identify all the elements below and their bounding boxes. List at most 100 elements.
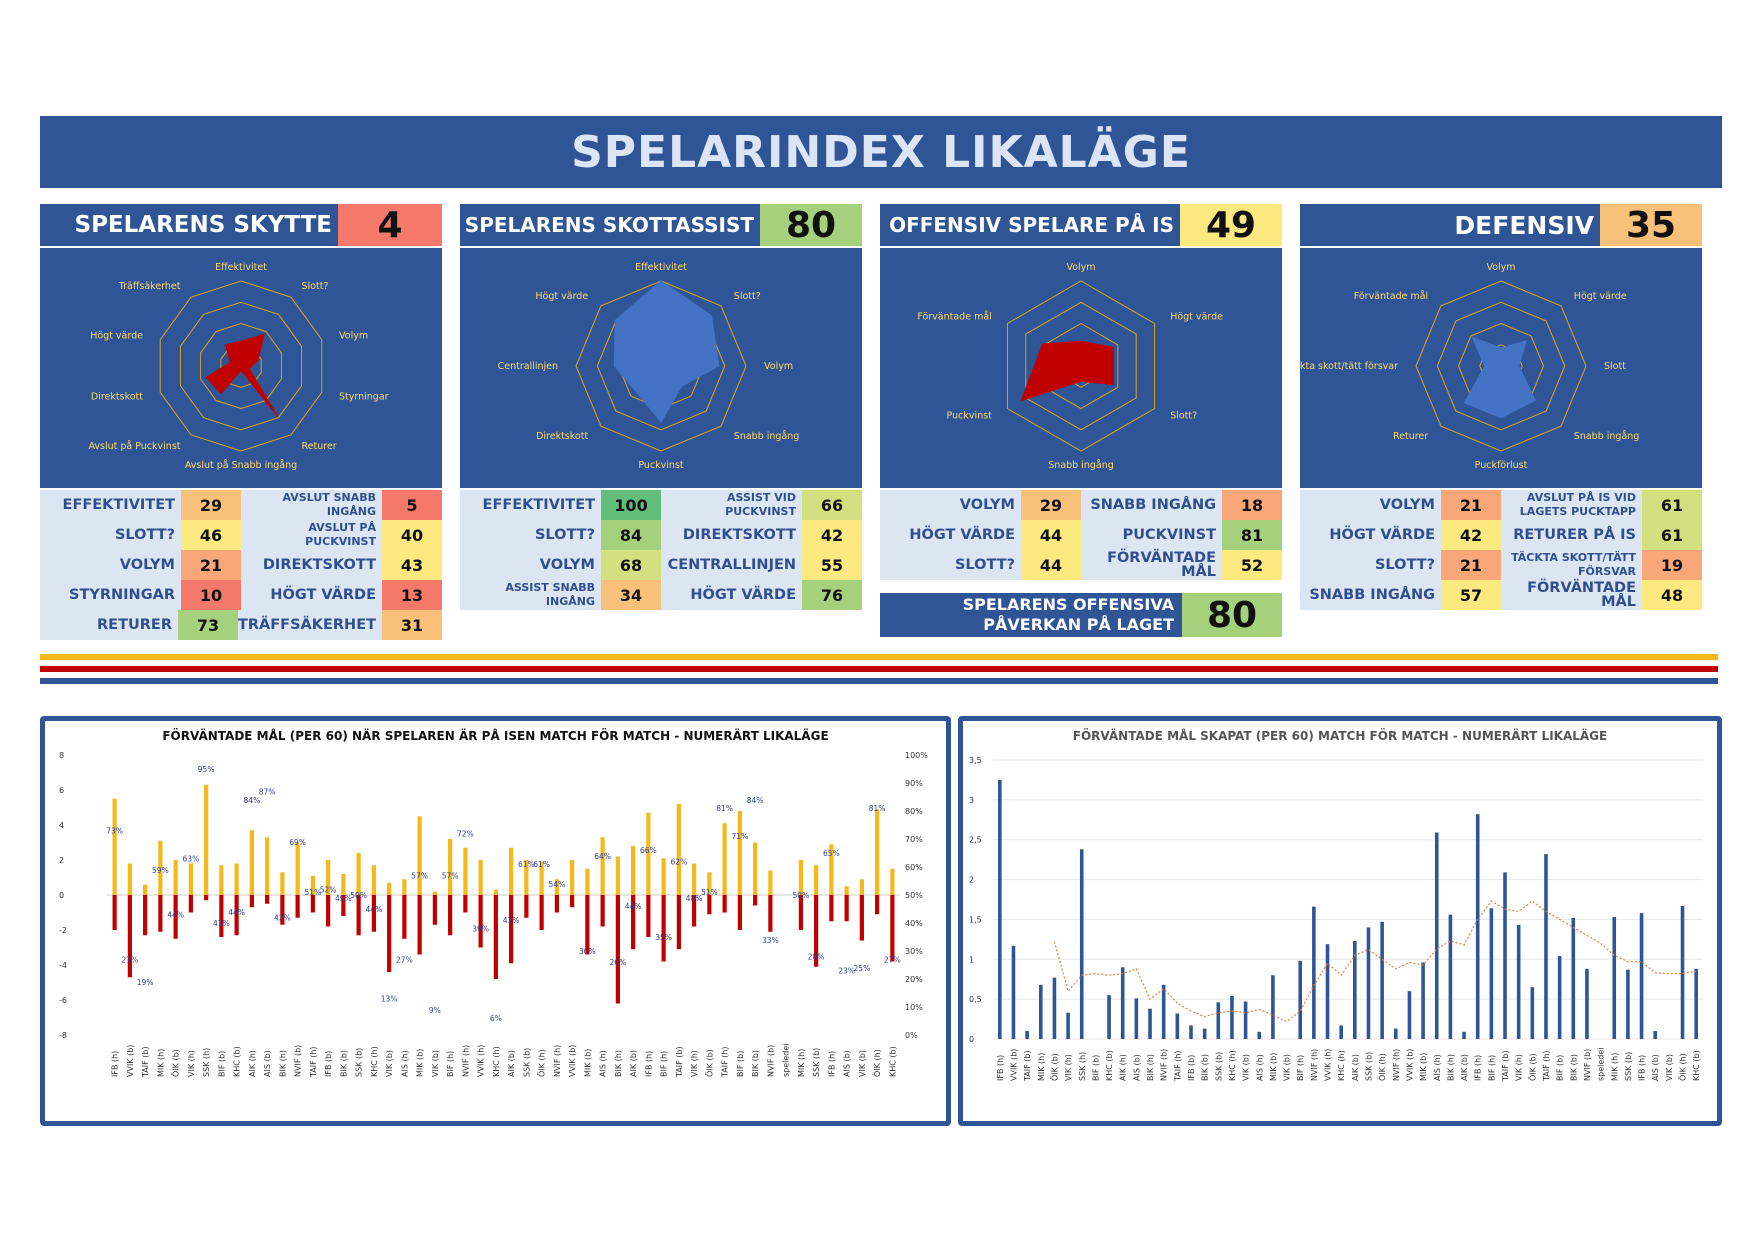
metric-label: SNABB INGÅNG: [1090, 497, 1216, 513]
metric-label: AVSLUT PÅ PUCKVINST: [305, 521, 376, 548]
metric-value: 61: [1642, 490, 1702, 520]
x-tick-label: SSK (b): [522, 1048, 531, 1077]
bar-against: [737, 895, 742, 930]
bar-against: [753, 895, 758, 906]
radar-label: Effektivitet: [635, 262, 687, 273]
x-tick-label: speledei: [1597, 1047, 1606, 1081]
x-tick-label: AIK (b): [629, 1050, 638, 1077]
bar-xg: [1585, 968, 1589, 1039]
metric-value: 84: [601, 520, 661, 550]
metric-label: AVSLUT PÅ IS VID LAGETS PUCKTAPP: [1519, 491, 1636, 518]
bar-xg: [1011, 945, 1016, 1039]
x-tick-label: AIK (b): [1460, 1054, 1469, 1081]
metric-value: 55: [802, 550, 862, 580]
x-tick-label: BIK (h): [278, 1050, 287, 1077]
radar-label: Slott?: [1170, 411, 1197, 422]
radar-ring: [1025, 301, 1137, 431]
bar-xg: [1120, 967, 1125, 1039]
bar-against: [188, 895, 193, 913]
percent-label: 44%: [625, 902, 642, 911]
bar-xg: [1393, 1028, 1398, 1039]
y2-tick-label: 80%: [905, 807, 923, 816]
x-tick-label: VVIK (b): [1405, 1049, 1414, 1081]
percent-label: 13%: [381, 995, 398, 1004]
bar-against: [615, 895, 620, 1004]
y2-tick-label: 10%: [905, 1003, 923, 1012]
x-tick-label: BIF (h): [1487, 1055, 1496, 1081]
radar-label: Puckvinst: [947, 411, 993, 422]
percent-label: 41%: [213, 919, 230, 928]
x-tick-label: ÖIK (b): [704, 1049, 714, 1077]
x-tick-label: MIK (b): [583, 1049, 592, 1077]
radar-ring: [200, 322, 282, 410]
metric-label: VOLYM: [119, 557, 175, 573]
bar-for: [859, 879, 864, 895]
x-tick-label: KHC (h): [492, 1046, 501, 1077]
radar-chart: Effektivitet Slott? Volym Snabb ingång Puckv…: [460, 248, 862, 488]
metric-row: ASSIST SNABB INGÅNG 34 HÖGT VÄRDE 76: [460, 580, 862, 610]
radar-label: Returer: [1393, 431, 1428, 442]
x-tick-label: AIK (b): [1351, 1054, 1360, 1081]
x-tick-label: VIK (h): [690, 1050, 699, 1077]
metric-label: SNABB INGÅNG: [1309, 587, 1435, 603]
percent-label: 84%: [747, 796, 764, 805]
x-tick-label: IFB (h): [996, 1055, 1005, 1081]
divider-gold: [40, 654, 1718, 660]
metric-label: TRÄFFSÄKERHET: [238, 617, 376, 633]
bar-for: [554, 879, 559, 895]
bar-xg: [1557, 956, 1562, 1039]
x-tick-label: AIS (h): [599, 1050, 608, 1077]
x-tick-label: IFB (b): [1187, 1055, 1196, 1081]
panel-title: OFFENSIV SPELARE PÅ IS: [880, 204, 1180, 246]
metric-row: EFFEKTIVITET 100 ASSIST VID PUCKVINST 66: [460, 490, 862, 520]
percent-label: 95%: [198, 765, 215, 774]
metric-value: 42: [802, 520, 862, 550]
metric-value: 68: [601, 550, 661, 580]
x-tick-label: VIK (h): [187, 1050, 196, 1077]
bar-xg: [1421, 962, 1425, 1039]
metric-label: PUCKVINST: [1122, 527, 1216, 543]
metric-row: HÖGT VÄRDE 44 PUCKVINST 81: [880, 520, 1282, 550]
bar-against: [265, 895, 270, 904]
x-tick-label: IFB (h): [827, 1051, 836, 1077]
metric-value: 100: [601, 490, 661, 520]
bar-xg: [1202, 1028, 1207, 1039]
x-tick-label: ÖIK (h): [537, 1049, 547, 1077]
percent-label: 19%: [137, 978, 154, 987]
metric-value: 81: [1222, 520, 1282, 550]
x-tick-label: IFB (h): [1638, 1055, 1647, 1081]
metric-value: 19: [1642, 550, 1702, 580]
bar-against: [661, 895, 666, 962]
radar-label: Täckta skott/tätt försvar: [1300, 361, 1398, 372]
metric-value: 34: [601, 580, 661, 610]
bar-xg: [1298, 960, 1303, 1039]
metric-value: 57: [1441, 580, 1501, 610]
metric-label: ASSIST VID PUCKVINST: [725, 491, 796, 518]
percent-label: 50%: [350, 891, 367, 900]
x-tick-label: ÖIK (b): [171, 1049, 181, 1077]
x-tick-label: NVIF (b): [1160, 1049, 1169, 1081]
percent-label: 30%: [579, 947, 596, 956]
bar-for: [219, 865, 224, 895]
metric-row: SLOTT? 44 FÖRVÄNTADE MÅL 52: [880, 550, 1282, 580]
metric-value: 44: [1021, 550, 1081, 580]
bar-for: [600, 837, 605, 895]
radar-ring: [1415, 280, 1587, 452]
bar-for: [173, 860, 178, 895]
x-tick-label: SSK (h): [202, 1048, 211, 1077]
bar-for: [509, 847, 514, 895]
panel-score: 80: [760, 204, 862, 246]
bar-for: [280, 872, 285, 895]
bar-xg: [1257, 1031, 1262, 1039]
x-tick-label: BIK (b): [1569, 1054, 1578, 1081]
bar-for: [814, 865, 819, 895]
bar-for: [753, 842, 758, 895]
percent-label: 39%: [472, 925, 489, 934]
y2-tick-label: 50%: [905, 891, 923, 900]
percent-label: 52%: [320, 885, 337, 894]
bar-xg: [1503, 872, 1507, 1039]
percent-label: 64%: [594, 852, 611, 861]
x-tick-label: NVIF (h): [461, 1045, 470, 1077]
x-tick-label: NVIF (b): [294, 1045, 303, 1077]
x-tick-label: SSK (b): [355, 1048, 364, 1077]
